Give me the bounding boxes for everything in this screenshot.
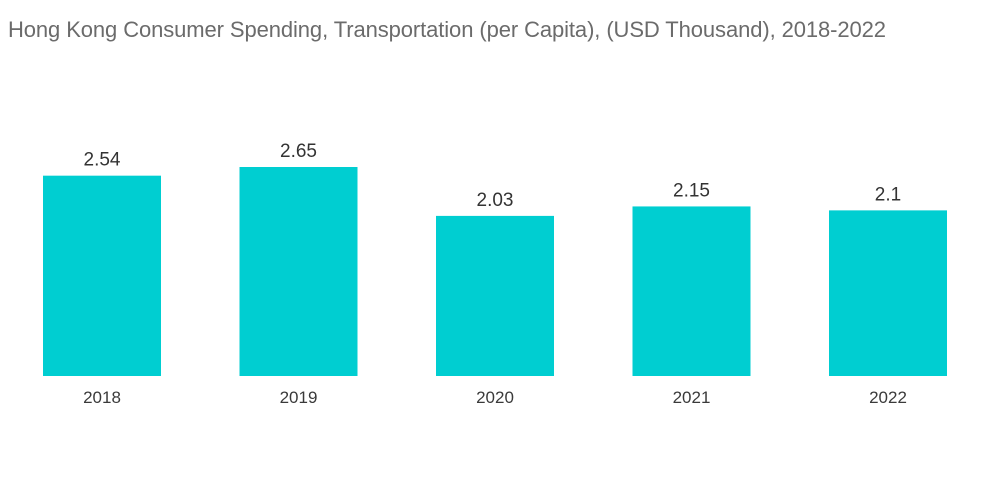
bar-2021 (632, 206, 751, 376)
value-label-2020: 2.03 (477, 190, 514, 211)
x-axis-tick-labels: 2018 2019 2020 2021 2022 (83, 388, 907, 407)
value-labels-group: 2.54 2.65 2.03 2.15 2.1 (84, 141, 902, 211)
bars-group (43, 167, 947, 376)
x-tick-label-2020: 2020 (476, 388, 514, 407)
value-label-2021: 2.15 (673, 180, 710, 201)
bar-2020 (436, 215, 554, 376)
bar-2019 (239, 167, 358, 376)
x-tick-label-2018: 2018 (83, 388, 121, 407)
value-label-2022: 2.1 (875, 184, 901, 205)
x-tick-label-2022: 2022 (869, 388, 907, 407)
chart-title: Hong Kong Consumer Spending, Transportat… (8, 17, 886, 42)
value-label-2018: 2.54 (84, 150, 121, 171)
x-tick-label-2019: 2019 (280, 388, 318, 407)
bar-2018 (43, 175, 161, 376)
bar-2022 (829, 210, 947, 376)
value-label-2019: 2.65 (280, 141, 317, 162)
x-tick-label-2021: 2021 (673, 388, 711, 407)
